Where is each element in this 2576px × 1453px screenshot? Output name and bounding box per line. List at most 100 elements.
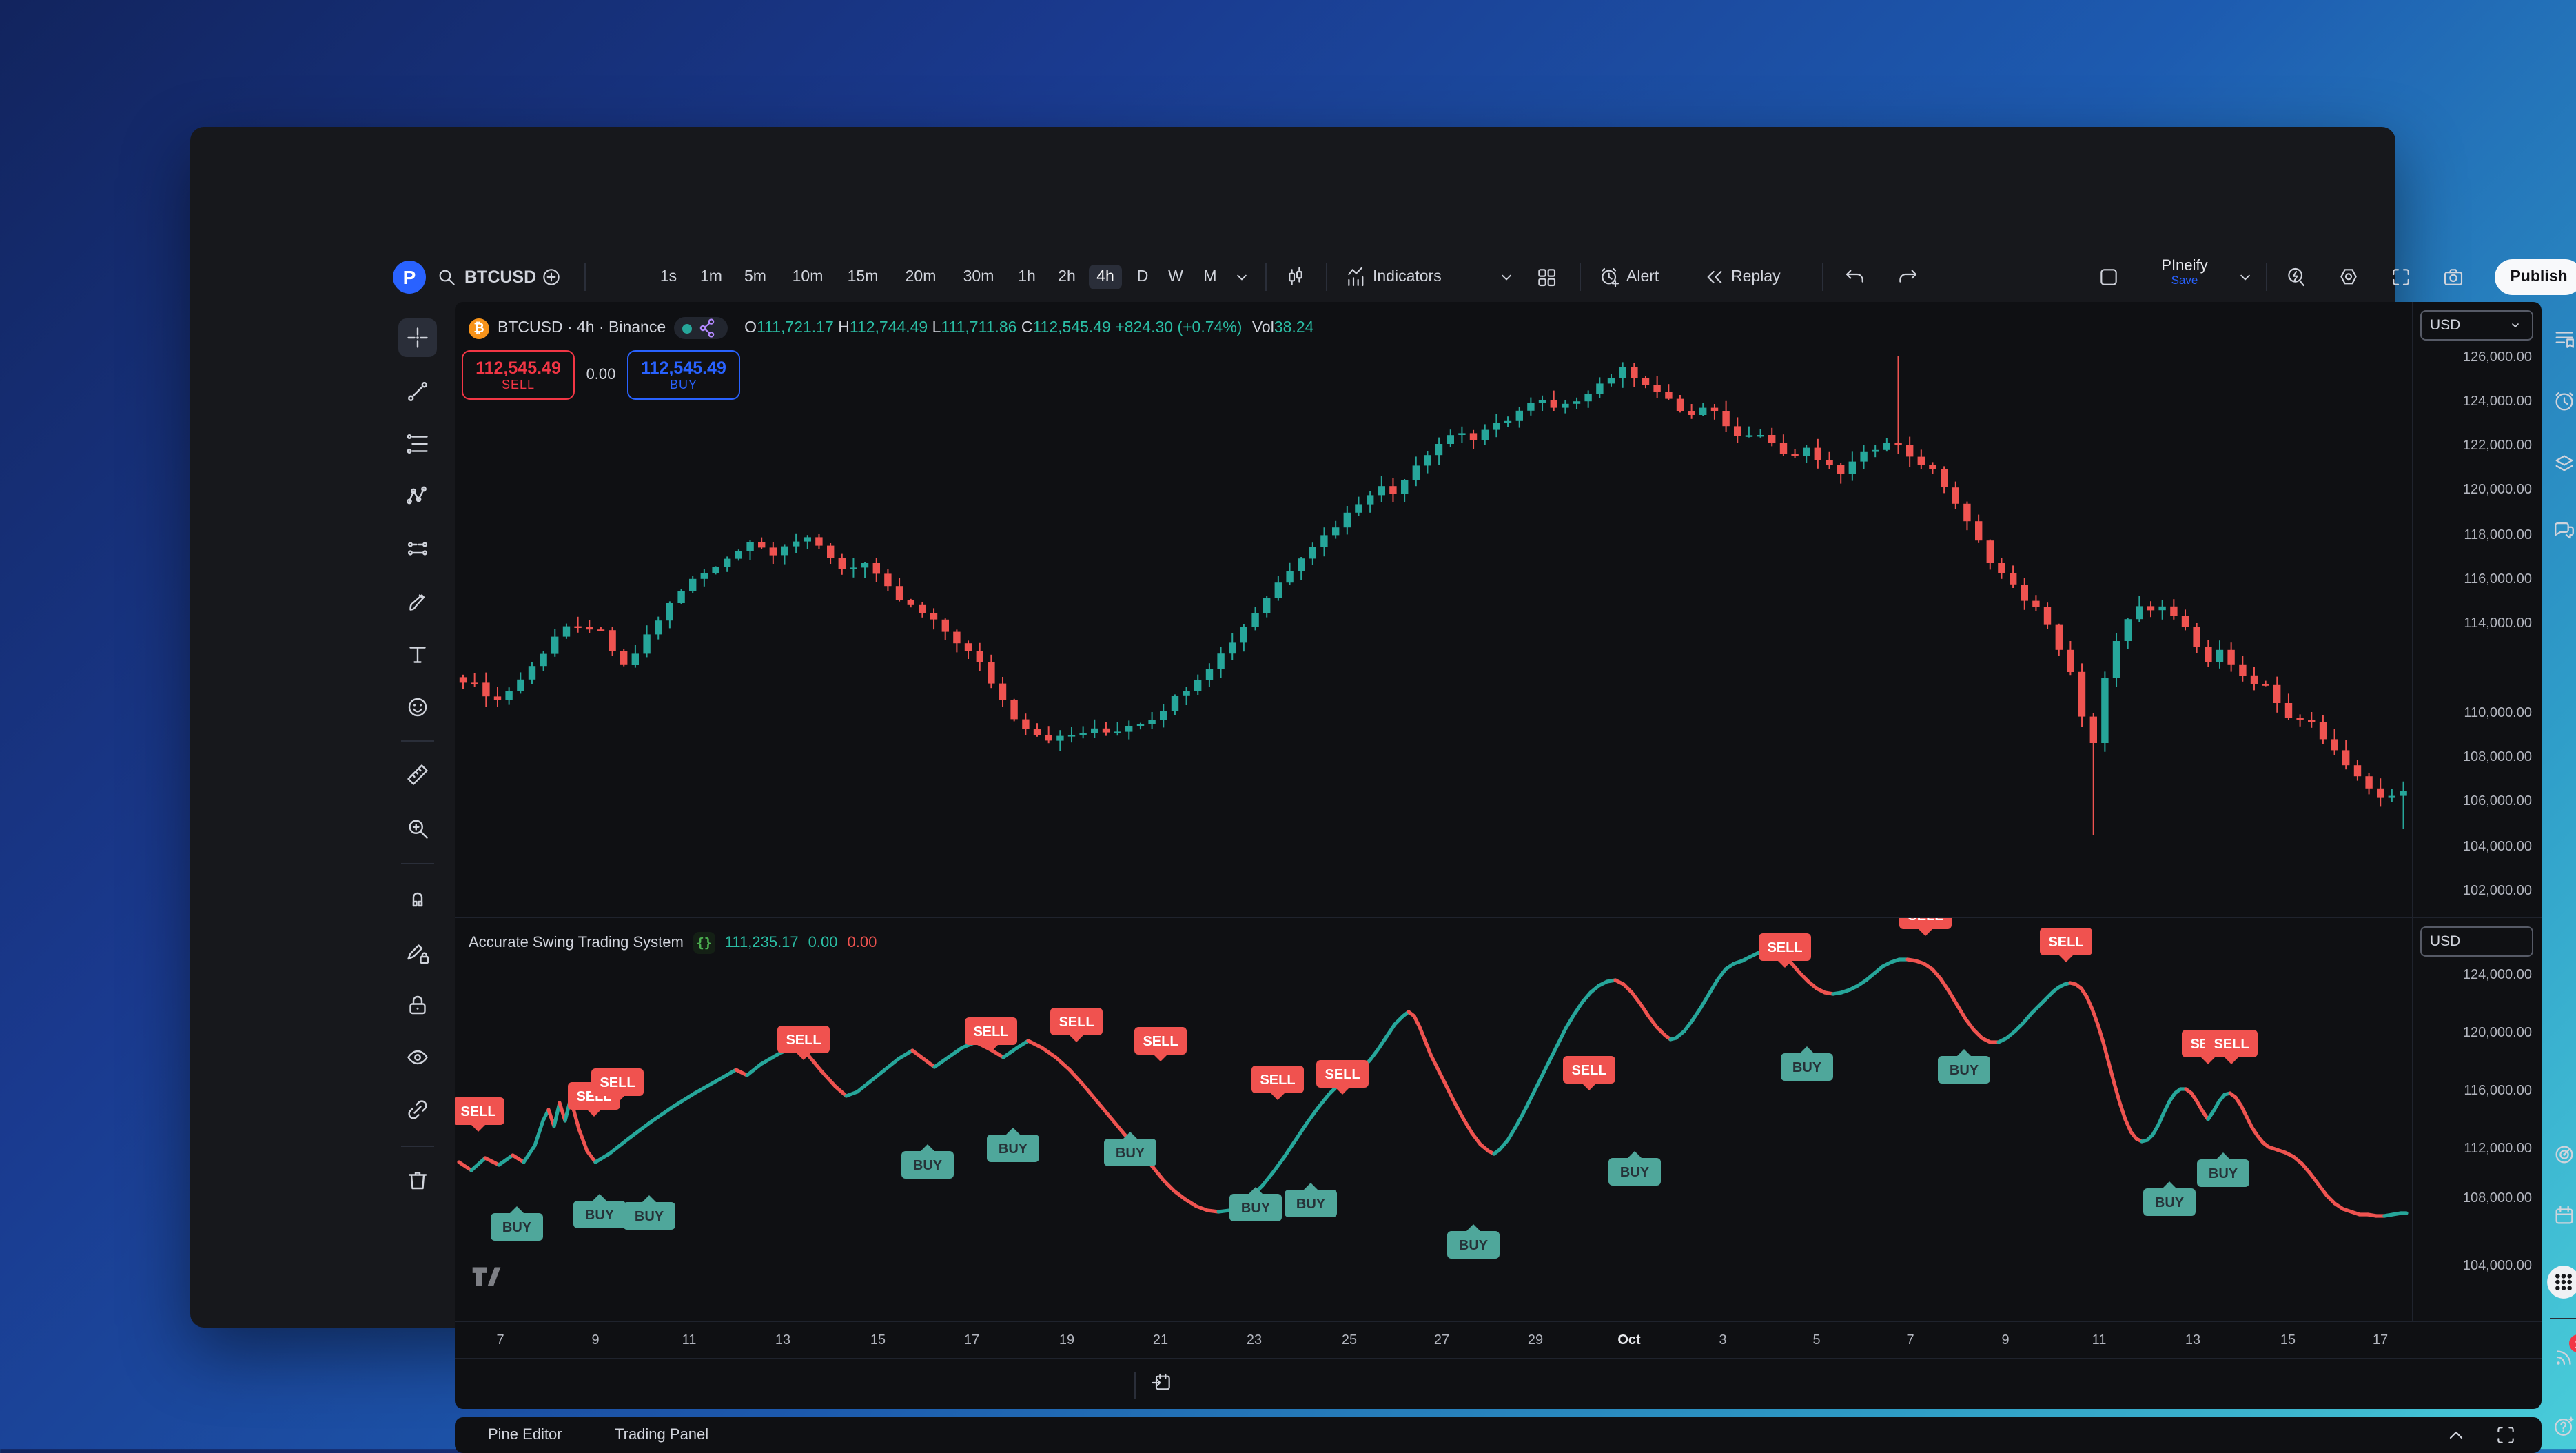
- sell-signal-label: SELL: [1899, 918, 1952, 936]
- timeframe-10m[interactable]: 10m: [788, 262, 827, 292]
- symbol-search[interactable]: BTCUSD: [436, 262, 536, 292]
- timeframe-expand-chevron[interactable]: [1232, 262, 1251, 292]
- app-logo[interactable]: P: [393, 261, 426, 294]
- main-price-axis[interactable]: USD 126,000.00 124,000.00 122,000.00 120,00…: [2412, 302, 2542, 917]
- screener-radar-icon: [2552, 1142, 2575, 1166]
- indicator-value-2: 0.00: [808, 935, 838, 951]
- footer-panel: Pine Editor Trading Panel: [455, 1417, 2542, 1453]
- layout-name[interactable]: PIneify Save: [2145, 258, 2225, 287]
- timeframe-1h[interactable]: 1h: [1008, 262, 1046, 292]
- tradingview-logo[interactable]: [471, 1266, 502, 1294]
- fullscreen-icon: [2390, 266, 2412, 288]
- indicator-pane[interactable]: SELL SELL SELL SELL SELL SELL SELL SELL SELL SELL…: [455, 917, 2542, 1322]
- tool-forecast[interactable]: [398, 529, 437, 568]
- compare-add-button[interactable]: [540, 262, 562, 292]
- undo-button[interactable]: [1844, 262, 1866, 292]
- tab-trading-panel[interactable]: Trading Panel: [615, 1427, 709, 1443]
- save-layout-button[interactable]: [2098, 262, 2120, 292]
- timeframe-30m[interactable]: 30m: [959, 262, 998, 292]
- settings-button[interactable]: [2338, 262, 2360, 292]
- snapshot-button[interactable]: [2442, 262, 2464, 292]
- indicator-price-axis[interactable]: USD 124,000.00 120,000.00 116,000.00 112,00…: [2412, 918, 2542, 1322]
- panel-maximize-icon[interactable]: [2495, 1424, 2517, 1446]
- replay-button[interactable]: Replay: [1704, 262, 1786, 292]
- sell-button[interactable]: 112,545.49 SELL: [462, 350, 575, 400]
- go-to-date-ic[interactable]: [1151, 1372, 1173, 1394]
- price-tick: 116,000.00: [2464, 572, 2532, 587]
- layout-box-icon: [2098, 266, 2120, 288]
- tool-text[interactable]: [398, 636, 437, 674]
- tool-brush[interactable]: [398, 583, 437, 622]
- panel-expand-chevron-icon[interactable]: [2445, 1424, 2467, 1446]
- time-tick: 13: [775, 1333, 791, 1348]
- indicator-currency-selector[interactable]: USD: [2420, 926, 2533, 957]
- indicators-button[interactable]: Indicators: [1345, 262, 1447, 292]
- sidebar-screener-radar-button[interactable]: [2544, 1135, 2576, 1173]
- tool-zoom-in[interactable]: [398, 809, 437, 848]
- main-currency-selector[interactable]: USD: [2420, 310, 2533, 341]
- timeframe-D[interactable]: D: [1123, 262, 1162, 292]
- tab-pine-editor[interactable]: Pine Editor: [488, 1427, 562, 1443]
- timeframe-20m[interactable]: 20m: [901, 262, 940, 292]
- source-code-icon[interactable]: {}: [693, 932, 715, 954]
- time-tick: Oct: [1617, 1333, 1641, 1348]
- timeframe-5m[interactable]: 5m: [736, 262, 775, 292]
- buy-button[interactable]: 112,545.49 BUY: [627, 350, 740, 400]
- sidebar-apps-grid-button[interactable]: [2544, 1263, 2576, 1301]
- publish-button[interactable]: Publish: [2495, 259, 2576, 295]
- tool-crosshair[interactable]: [398, 318, 437, 357]
- tool-trendline[interactable]: [398, 372, 437, 411]
- main-chart-pane[interactable]: USD 126,000.00 124,000.00 122,000.00 120,00…: [455, 302, 2542, 917]
- time-tick: 21: [1152, 1333, 1169, 1348]
- svg-text:SELL: SELL: [460, 1104, 495, 1119]
- smiley-icon: [405, 695, 430, 720]
- chart-legend[interactable]: ₿ BTCUSD · 4h · Binance O111,721.17 H112…: [469, 316, 1313, 341]
- timeframe-15m[interactable]: 15m: [844, 262, 882, 292]
- svg-text:SELL: SELL: [1571, 1063, 1606, 1078]
- indicators-chevron[interactable]: [1497, 262, 1516, 292]
- time-axis[interactable]: 7 9 11 13 15 17 19 21 23 25 27 29 Oct 3 5 7 9 11 13 15 17: [455, 1321, 2542, 1359]
- divider: [401, 740, 434, 742]
- indicator-title: Accurate Swing Trading System: [469, 935, 684, 951]
- tool-fib[interactable]: [398, 425, 437, 463]
- chart-style-button[interactable]: [1285, 262, 1307, 292]
- tool-trash[interactable]: [398, 1161, 437, 1199]
- tool-xabcd[interactable]: [398, 477, 437, 516]
- chat-icon: [2552, 518, 2575, 541]
- sidebar-chat-button[interactable]: [2544, 510, 2576, 549]
- tool-eye[interactable]: [398, 1038, 437, 1077]
- timeframe-W[interactable]: W: [1156, 262, 1195, 292]
- alert-button[interactable]: Alert: [1599, 262, 1664, 292]
- tool-draw-lock[interactable]: [398, 933, 437, 972]
- timeframe-2h[interactable]: 2h: [1047, 262, 1086, 292]
- tool-magnet[interactable]: [398, 878, 437, 917]
- sidebar-calendar-button[interactable]: [2544, 1195, 2576, 1234]
- sidebar-watchlist-button[interactable]: [2544, 318, 2576, 357]
- quick-search-button[interactable]: [2285, 262, 2307, 292]
- notification-badge: 2: [2569, 1334, 2576, 1352]
- timeframe-label: M: [1203, 269, 1217, 285]
- save-label[interactable]: Save: [2171, 273, 2198, 287]
- sidebar-alerts-clock-button[interactable]: [2544, 382, 2576, 420]
- trading-app-window: P BTCUSD 1s 1m 5m 10m 15m 20m 30m 1h 2h 4h D W M Ind…: [190, 127, 2576, 1453]
- timeframe-4h[interactable]: 4h: [1086, 262, 1125, 292]
- tool-ruler[interactable]: [398, 755, 437, 794]
- ruler-icon: [405, 762, 430, 787]
- sidebar-broadcast-button[interactable]: [2544, 1337, 2576, 1376]
- stream-pill[interactable]: [674, 317, 728, 339]
- fullscreen-button[interactable]: [2390, 262, 2412, 292]
- indicator-legend[interactable]: Accurate Swing Trading System {} 111,235…: [469, 932, 877, 954]
- indicator-line-chart[interactable]: SELL SELL SELL SELL SELL SELL SELL SELL SELL SELL…: [455, 918, 2412, 1322]
- tool-chain[interactable]: [398, 1090, 437, 1129]
- layout-chevron[interactable]: [2236, 262, 2255, 292]
- sidebar-help-button[interactable]: [2544, 1406, 2576, 1445]
- layout-templates-button[interactable]: [1535, 262, 1557, 292]
- timeframe-M[interactable]: M: [1191, 262, 1229, 292]
- candlestick-chart[interactable]: [455, 302, 2412, 917]
- redo-button[interactable]: [1897, 262, 1919, 292]
- timeframe-1s[interactable]: 1s: [649, 262, 688, 292]
- tool-smiley[interactable]: [398, 688, 437, 726]
- timeframe-1m[interactable]: 1m: [692, 262, 730, 292]
- sidebar-object-tree-button[interactable]: [2544, 444, 2576, 482]
- tool-lock[interactable]: [398, 986, 437, 1024]
